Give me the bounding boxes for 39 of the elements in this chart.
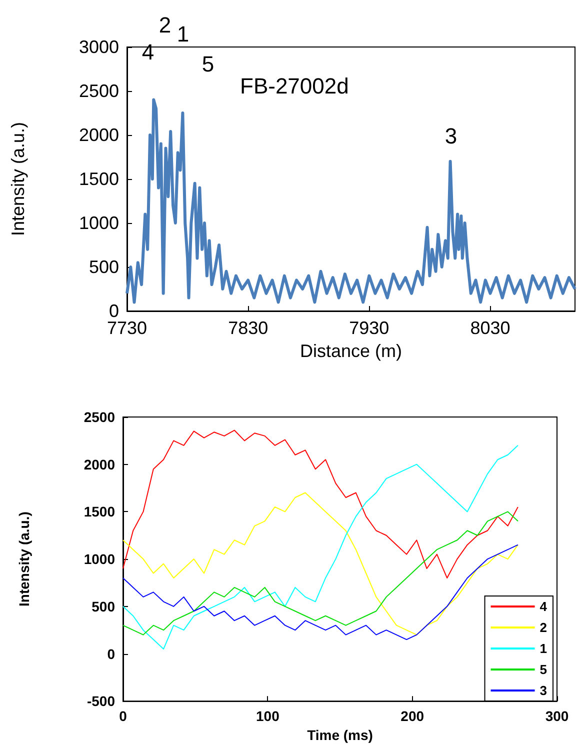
y-tick-label: 2000 [84,456,116,472]
x-tick-label: 7730 [106,318,148,338]
y-tick-label: -500 [86,693,116,710]
legend-label: 2 [540,620,548,635]
y-tick-label: 2000 [78,125,119,145]
y-tick-label: 1500 [78,169,119,189]
y-axis-title: Intensity (a.u.) [8,122,28,236]
y-tick-label: 500 [88,257,119,277]
legend-label: 4 [540,599,548,614]
y-tick-label: 500 [92,598,116,614]
text: FB-27002d [240,74,349,98]
line-series [122,430,518,578]
x-axis-title: Distance (m) [300,340,402,361]
x-tick-label: 7830 [228,318,268,338]
y-tick-label: 1000 [78,213,119,233]
x-tick-label: 7930 [349,318,390,338]
y-tick-label: 0 [108,301,119,321]
y-tick-label: 0 [107,646,116,662]
legend-label: 5 [540,662,548,677]
x-tick-label: 100 [256,708,280,724]
annotation: 3 [444,124,458,148]
annotation: 5 [202,52,214,76]
x-tick-label: 200 [400,708,424,724]
line-series [126,98,576,304]
y-axis-title: Intensity (a.u.) [16,512,32,607]
line-series [122,544,518,640]
line-series [122,444,518,650]
y-tick-label: 2500 [78,81,119,101]
y-tick-label: 2500 [84,409,116,425]
text: 2 [158,12,172,38]
legend-label: 3 [540,683,548,698]
y-tick-label: 1000 [84,551,116,568]
y-tick-label: 3000 [78,37,119,57]
legend-label: 1 [540,641,548,656]
x-tick-label: 8030 [470,318,510,338]
text: 1 [176,22,190,46]
x-axis-title: Time (ms) [307,727,373,743]
y-tick-label: 1500 [84,504,116,520]
x-tick-label: 300 [545,708,569,724]
